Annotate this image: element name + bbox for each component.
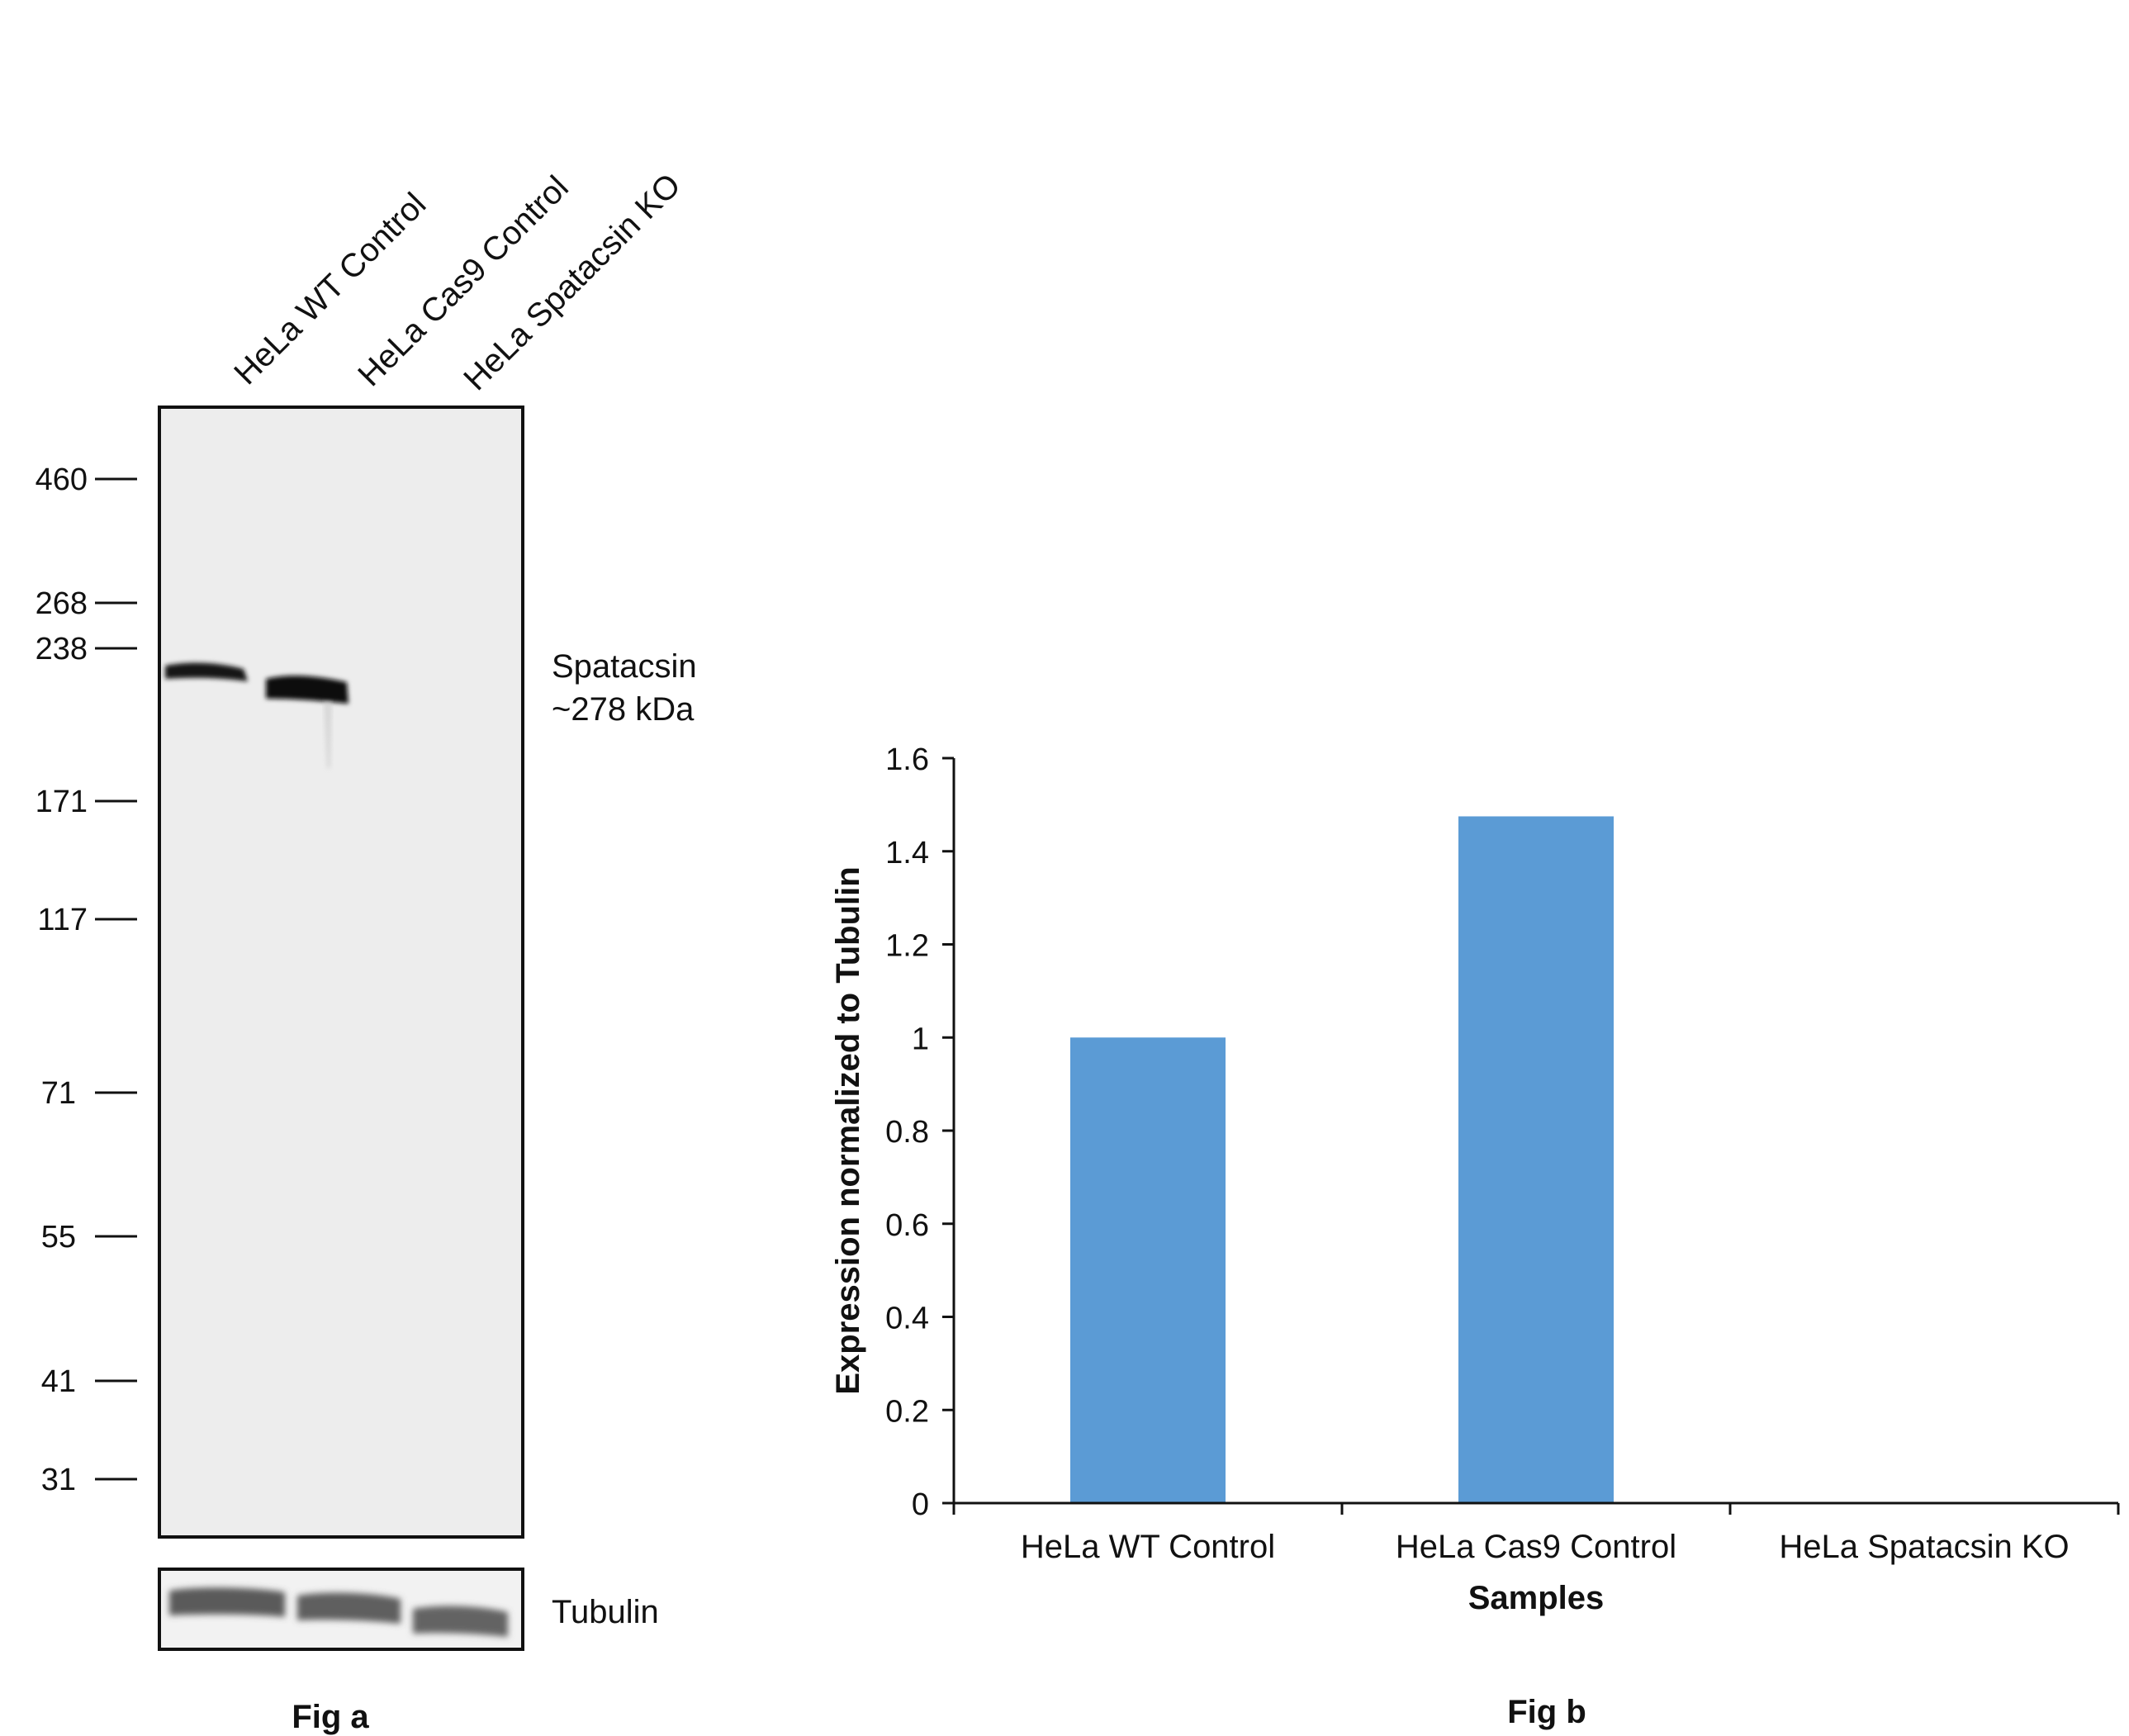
lane-label: HeLa Cas9 Control xyxy=(351,169,576,394)
spatacsin-band-wt xyxy=(165,662,248,681)
x-tick-label: HeLa Cas9 Control xyxy=(1396,1529,1676,1565)
x-axis-label: Samples xyxy=(1468,1580,1605,1616)
y-tick-label: 0.6 xyxy=(885,1208,929,1243)
marker-label: 268 xyxy=(36,586,88,621)
tubulin-band xyxy=(297,1592,401,1624)
x-tick-label: HeLa WT Control xyxy=(1021,1529,1275,1565)
marker-label: 71 xyxy=(41,1076,76,1111)
tubulin-band xyxy=(413,1606,508,1637)
marker-label: 238 xyxy=(36,632,88,666)
lane-label: HeLa Spatacsin KO xyxy=(457,167,688,398)
mw-markers: 460 268 238 171 117 71 55 41 31 xyxy=(36,462,137,1497)
x-tick-label: HeLa Spatacsin KO xyxy=(1779,1529,2069,1565)
marker-label: 55 xyxy=(41,1220,76,1255)
bar-chart-panel: 0 0.2 0.4 0.6 0.8 1 1.2 1.4 1.6 HeLa WT Control H… xyxy=(830,742,2120,1730)
band-smear xyxy=(324,702,332,768)
fig-b-caption: Fig b xyxy=(1507,1694,1586,1730)
tubulin-band xyxy=(169,1587,285,1617)
spatacsin-band-cas9 xyxy=(266,676,349,704)
y-tick-label: 0.2 xyxy=(885,1394,929,1429)
y-tick-label: 1.4 xyxy=(885,836,929,870)
y-tick-label: 0 xyxy=(912,1487,929,1522)
marker-label: 171 xyxy=(36,785,88,819)
y-tick-label: 1 xyxy=(912,1022,929,1056)
y-tick-label: 0.8 xyxy=(885,1115,929,1150)
marker-label: 460 xyxy=(36,462,88,497)
fig-a-caption: Fig a xyxy=(292,1699,369,1735)
bar xyxy=(1070,1037,1226,1503)
y-tick-label: 1.6 xyxy=(885,742,929,777)
y-tick-label: 1.2 xyxy=(885,929,929,964)
bar xyxy=(1458,816,1614,1503)
tubulin-label: Tubulin xyxy=(552,1594,659,1630)
y-axis-label: Expression normalized to Tubulin xyxy=(830,866,866,1394)
y-tick-label: 0.4 xyxy=(885,1302,929,1336)
marker-label: 41 xyxy=(41,1364,76,1399)
marker-label: 117 xyxy=(37,903,88,937)
spatacsin-size-label: ~278 kDa xyxy=(552,691,695,728)
western-blot-panel: HeLa WT Control HeLa Cas9 Control HeLa S… xyxy=(36,167,697,1735)
blot-membrane xyxy=(158,406,524,1539)
marker-label: 31 xyxy=(41,1463,76,1497)
spatacsin-label: Spatacsin xyxy=(552,648,697,685)
